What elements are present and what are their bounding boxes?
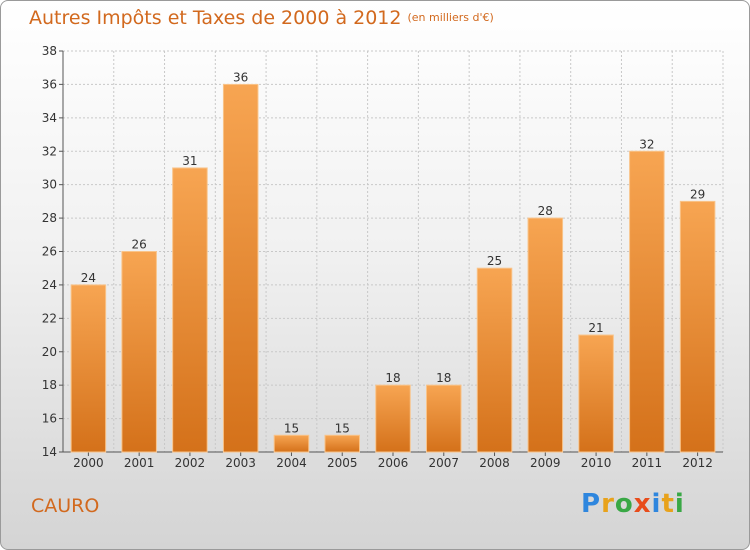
x-tick-label: 2006 (378, 456, 409, 470)
x-tick-label: 2010 (581, 456, 612, 470)
bar (222, 83, 259, 453)
chart-title: Autres Impôts et Taxes de 2000 à 2012 (en… (29, 7, 494, 29)
y-tick-label: 32 (42, 144, 57, 158)
bar-value-label: 24 (81, 271, 96, 285)
x-tick-label: 2008 (479, 456, 510, 470)
y-tick-label: 34 (42, 111, 57, 125)
bar-value-label: 18 (436, 371, 451, 385)
x-tick-label: 2000 (73, 456, 104, 470)
x-tick-label: 2009 (530, 456, 561, 470)
bar-value-label: 25 (487, 254, 502, 268)
bar (476, 267, 513, 453)
logo-letter: o (614, 489, 634, 519)
bar (172, 167, 208, 453)
bar (426, 384, 462, 453)
y-tick-label: 36 (42, 77, 57, 91)
x-tick-label: 2011 (632, 456, 663, 470)
y-tick-label: 24 (42, 278, 57, 292)
bar-value-label: 31 (182, 154, 197, 168)
y-tick-label: 22 (42, 311, 57, 325)
y-tick-label: 20 (42, 345, 57, 359)
y-tick-label: 28 (42, 211, 57, 225)
y-tick-label: 14 (42, 445, 57, 459)
x-tick-label: 2003 (225, 456, 256, 470)
bars (70, 83, 716, 453)
chart-unit: (en milliers d'€) (407, 11, 494, 24)
bar (70, 284, 107, 453)
x-tick-label: 2007 (428, 456, 459, 470)
y-tick-label: 30 (42, 178, 57, 192)
bar (578, 334, 614, 453)
bar (375, 384, 411, 453)
bar (527, 217, 564, 453)
city-name: CAURO (31, 495, 100, 517)
y-tick-label: 18 (42, 378, 57, 392)
x-tick-label: 2001 (124, 456, 155, 470)
bar (121, 251, 157, 453)
proxiti-logo: Proxiti (581, 489, 685, 519)
bar-value-label: 15 (284, 421, 299, 435)
bar (324, 434, 360, 453)
logo-letter: i (651, 489, 662, 519)
y-tick-label: 38 (42, 44, 57, 58)
logo-letter: i (674, 489, 685, 519)
bar (679, 200, 716, 453)
x-tick-label: 2002 (175, 456, 206, 470)
bar-value-label: 36 (233, 70, 248, 84)
bar-value-label: 32 (639, 137, 654, 151)
bar-value-label: 18 (385, 371, 400, 385)
logo-letter: t (661, 489, 675, 519)
bar-value-label: 26 (132, 238, 147, 252)
bar-value-label: 15 (335, 421, 350, 435)
logo-letter: P (581, 489, 602, 519)
bar (629, 150, 665, 453)
bar (273, 434, 310, 453)
bar-value-label: 28 (538, 204, 553, 218)
logo-letter: r (601, 489, 615, 519)
x-tick-label: 2005 (327, 456, 358, 470)
logo-letter: x (633, 489, 652, 519)
chart-title-text: Autres Impôts et Taxes de 2000 à 2012 (29, 7, 402, 29)
x-tick-label: 2004 (276, 456, 307, 470)
y-tick-label: 16 (42, 412, 57, 426)
bar-value-label: 29 (690, 187, 705, 201)
bar-value-label: 21 (588, 321, 603, 335)
y-tick-label: 26 (42, 245, 57, 259)
labels: 14 16 18 20 22 24 26 28 30 32 34 36 38 24 2000 26 2001 31… (42, 44, 713, 470)
x-tick-label: 2012 (682, 456, 713, 470)
